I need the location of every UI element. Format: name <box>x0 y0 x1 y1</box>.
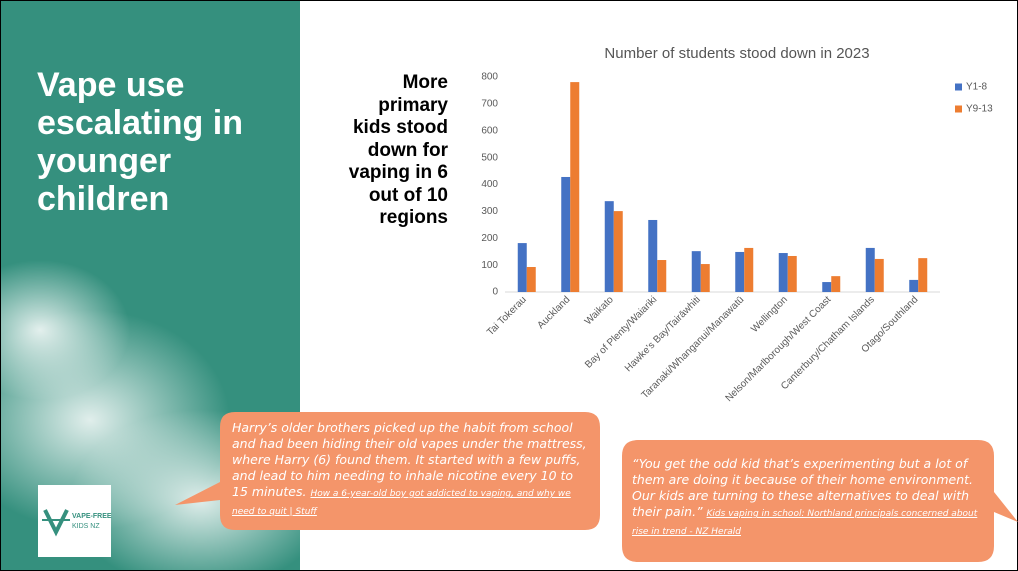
y-tick-label: 200 <box>481 233 498 244</box>
bar <box>909 280 918 292</box>
bar <box>561 177 570 292</box>
bar <box>822 282 831 292</box>
x-tick-label: Canterbury/Chatham Islands <box>779 294 877 392</box>
y-tick-label: 100 <box>481 260 498 271</box>
bar <box>692 251 701 292</box>
side-text-line: vaping in 6 <box>320 162 448 185</box>
bar <box>527 267 536 292</box>
quote: “You get the odd kid that’s experimentin… <box>632 456 984 540</box>
slide-title: Vape use escalating in younger children <box>37 66 287 218</box>
side-text-line: down for <box>320 140 448 163</box>
x-tick-label: Tai Tokerau <box>485 294 529 338</box>
x-tick-label: Auckland <box>536 294 573 331</box>
chart-title: Number of students stood down in 2023 <box>604 45 869 62</box>
bar <box>648 220 657 292</box>
y-tick-label: 700 <box>481 99 498 110</box>
legend-swatch <box>955 106 962 113</box>
legend-label: Y9-13 <box>966 104 993 115</box>
x-tick-label: Bay of Plenty/Waiariki <box>583 294 659 370</box>
y-tick-label: 0 <box>492 287 498 298</box>
y-tick-label: 400 <box>481 179 498 190</box>
y-tick-label: 800 <box>481 72 498 83</box>
slide: VAPE-FREE KIDS NZ Number of students sto… <box>0 0 1018 571</box>
side-text-line: kids stood <box>320 117 448 140</box>
side-text-line: primary <box>320 95 448 118</box>
side-text-line: out of 10 <box>320 185 448 208</box>
quote: Harry’s older brothers picked up the hab… <box>232 420 592 520</box>
bar <box>918 258 927 292</box>
bar <box>518 243 527 292</box>
bar <box>875 259 884 292</box>
x-tick-label: Hawke's Bay/Tairāwhiti <box>623 294 703 374</box>
bar <box>605 201 614 292</box>
bar <box>788 256 797 292</box>
bar <box>779 253 788 292</box>
bar <box>701 264 710 292</box>
x-tick-label: Waikato <box>583 294 616 327</box>
y-tick-label: 600 <box>481 125 498 136</box>
side-text-line: More <box>320 72 448 95</box>
y-tick-label: 500 <box>481 152 498 163</box>
legend-swatch <box>955 84 962 91</box>
quote-text: Harry’s older brothers picked up the hab… <box>232 420 587 499</box>
bar <box>831 276 840 292</box>
logo-text: VAPE-FREE <box>72 513 112 520</box>
bar <box>657 260 666 292</box>
side-text-line: regions <box>320 207 448 230</box>
logo-text: KIDS NZ <box>72 523 100 530</box>
bar <box>735 252 744 292</box>
bar <box>614 211 623 292</box>
x-tick-label: Wellington <box>749 294 790 335</box>
y-tick-label: 300 <box>481 206 498 217</box>
bar <box>570 82 579 292</box>
bar <box>866 248 875 292</box>
legend-label: Y1-8 <box>966 82 988 93</box>
bar <box>744 248 753 292</box>
